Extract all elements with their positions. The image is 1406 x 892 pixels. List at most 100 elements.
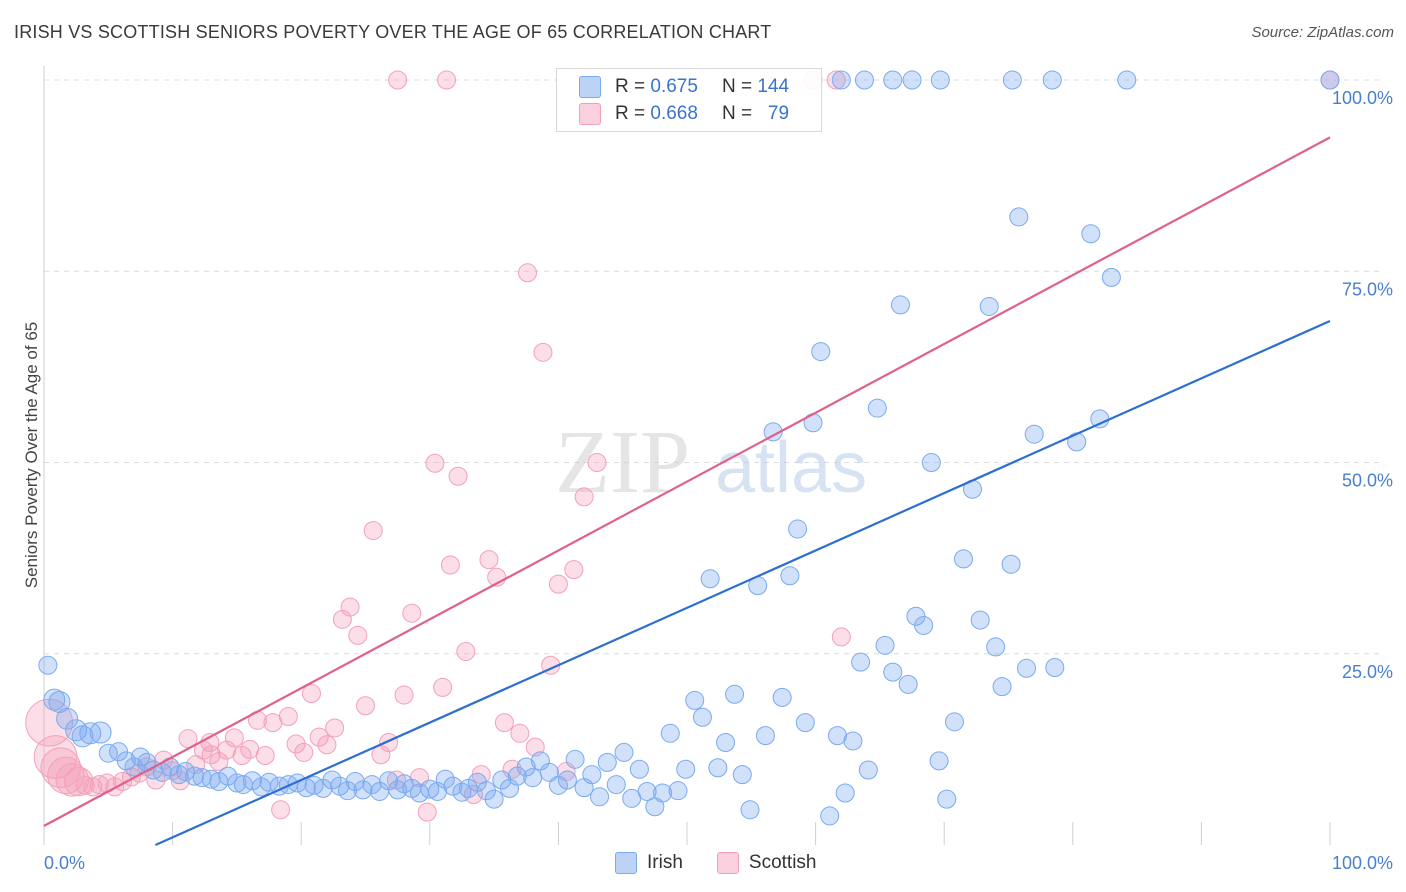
legend-n-label: N = <box>721 76 753 97</box>
irish-point <box>227 773 247 793</box>
irish-point <box>708 758 728 778</box>
irish-point <box>582 765 602 785</box>
irish-point <box>116 751 136 771</box>
scottish-point <box>494 713 514 733</box>
irish-point <box>831 70 851 90</box>
irish-point <box>867 398 887 418</box>
irish-point <box>1009 207 1029 227</box>
scottish-point <box>379 732 399 752</box>
scottish-point <box>170 771 190 791</box>
legend-row-scottish: R = 0.668 N = 79 <box>579 102 789 126</box>
irish-point <box>516 757 536 777</box>
scottish-point <box>574 487 594 507</box>
irish-point <box>56 707 79 730</box>
scottish-series <box>25 70 1340 822</box>
irish-point <box>428 781 448 801</box>
irish-point <box>835 783 855 803</box>
irish-point <box>929 751 949 771</box>
irish-point <box>740 800 760 820</box>
trendlines <box>43 136 1331 847</box>
bottom-legend: Irish Scottish <box>615 852 851 874</box>
scottish-point <box>255 745 275 765</box>
scottish-point <box>448 466 468 486</box>
x-tick-label: 0.0% <box>44 853 85 873</box>
irish-point <box>259 772 279 792</box>
scottish-point <box>831 627 851 647</box>
scottish-point <box>402 603 422 623</box>
irish-point <box>780 566 800 586</box>
irish-point <box>1081 224 1101 244</box>
irish-point <box>843 731 863 751</box>
irish-point <box>668 781 688 801</box>
irish-point <box>130 747 150 767</box>
scottish-point <box>317 735 337 755</box>
irish-point <box>772 687 792 707</box>
scottish-point <box>363 521 383 541</box>
irish-point <box>725 684 745 704</box>
scottish-point <box>278 706 298 726</box>
irish-point <box>921 453 941 472</box>
irish-point <box>637 781 657 801</box>
irish-point <box>685 690 705 710</box>
irish-point <box>732 765 752 785</box>
scottish-point <box>456 641 476 661</box>
scottish-point <box>55 763 89 797</box>
irish-point <box>692 707 712 727</box>
scottish-point <box>356 696 375 716</box>
y-tick-label: 100.0% <box>1332 88 1393 108</box>
irish-point <box>65 719 88 742</box>
scottish-point <box>388 70 408 90</box>
irish-point <box>898 674 918 694</box>
scottish-point <box>340 597 360 617</box>
scottish-point <box>325 718 345 738</box>
bottom-legend-scottish: Scottish <box>716 852 817 874</box>
legend-swatch-scottish <box>579 103 601 125</box>
irish-point <box>614 742 634 762</box>
y-tick-label: 50.0% <box>1342 471 1393 491</box>
scottish-point <box>348 625 368 645</box>
scottish-point <box>479 550 499 570</box>
scottish-point <box>75 775 95 795</box>
irish-point <box>565 749 585 769</box>
irish-point <box>590 787 610 807</box>
irish-point <box>1002 70 1022 90</box>
irish-point <box>353 780 373 800</box>
irish-point <box>979 296 999 316</box>
irish-point <box>184 766 204 786</box>
scottish-point <box>232 745 252 765</box>
scottish-point <box>294 742 314 762</box>
irish-point <box>201 769 221 789</box>
legend-swatch-irish <box>579 76 601 98</box>
scottish-point <box>371 745 391 765</box>
chart-title: IRISH VS SCOTTISH SENIORS POVERTY OVER T… <box>14 22 772 42</box>
irish-point <box>557 770 577 790</box>
irish-point <box>500 778 520 798</box>
watermark: ZIP atlas <box>555 413 867 512</box>
irish-point <box>986 637 1006 657</box>
scottish-point <box>309 727 329 747</box>
irish-point <box>38 655 58 675</box>
bottom-legend-label-irish: Irish <box>647 852 683 873</box>
irish-point <box>1101 267 1121 287</box>
irish-point <box>1017 658 1037 678</box>
scottish-point <box>201 745 221 765</box>
scottish-point <box>826 70 846 90</box>
bottom-legend-swatch-irish <box>615 852 637 874</box>
irish-point <box>89 721 112 744</box>
irish-point <box>716 732 736 752</box>
irish-point <box>653 783 673 803</box>
irish-point <box>854 70 874 90</box>
irish-point <box>523 768 543 788</box>
legend: R = 0.675 N = 144 R = 0.668 N = 79 <box>556 68 822 132</box>
irish-point <box>827 726 847 746</box>
irish-point <box>1042 70 1062 90</box>
irish-point <box>597 752 617 772</box>
irish-point <box>1001 554 1021 574</box>
irish-point <box>944 712 964 732</box>
irish-point <box>902 70 922 90</box>
scottish-point <box>394 685 414 705</box>
irish-point <box>629 759 649 779</box>
scottish-point <box>564 560 584 580</box>
irish-point <box>98 743 118 763</box>
irish-point <box>1320 70 1340 90</box>
